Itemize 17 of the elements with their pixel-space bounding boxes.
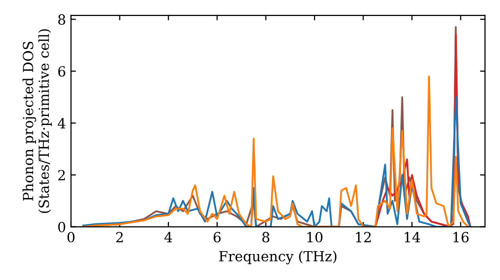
x-tick-label: 10: [307, 232, 322, 242]
y-tick-label: 6: [58, 66, 66, 77]
y-tick-label: 4: [58, 118, 66, 128]
x-tick-label: 14: [404, 232, 420, 242]
y-tick-label: 2: [58, 170, 65, 180]
x-tick-label: 12: [356, 232, 371, 242]
x-tick-label: 4: [164, 232, 172, 242]
x-tick-label: 6: [214, 232, 221, 242]
x-tick-label: 0: [67, 232, 74, 242]
line-series: [374, 34, 472, 227]
x-tick-label: 16: [454, 232, 469, 242]
y-tick-label: 8: [58, 14, 66, 25]
x-tick-label: 2: [116, 232, 123, 242]
y-tick-label: 0: [58, 222, 66, 232]
x-tick-label: 8: [262, 232, 270, 242]
x-axis-title: Frequency (THz): [219, 250, 336, 264]
y-axis-title: Phonon projected DOS (States/THz·primitive cell): [22, 29, 52, 213]
